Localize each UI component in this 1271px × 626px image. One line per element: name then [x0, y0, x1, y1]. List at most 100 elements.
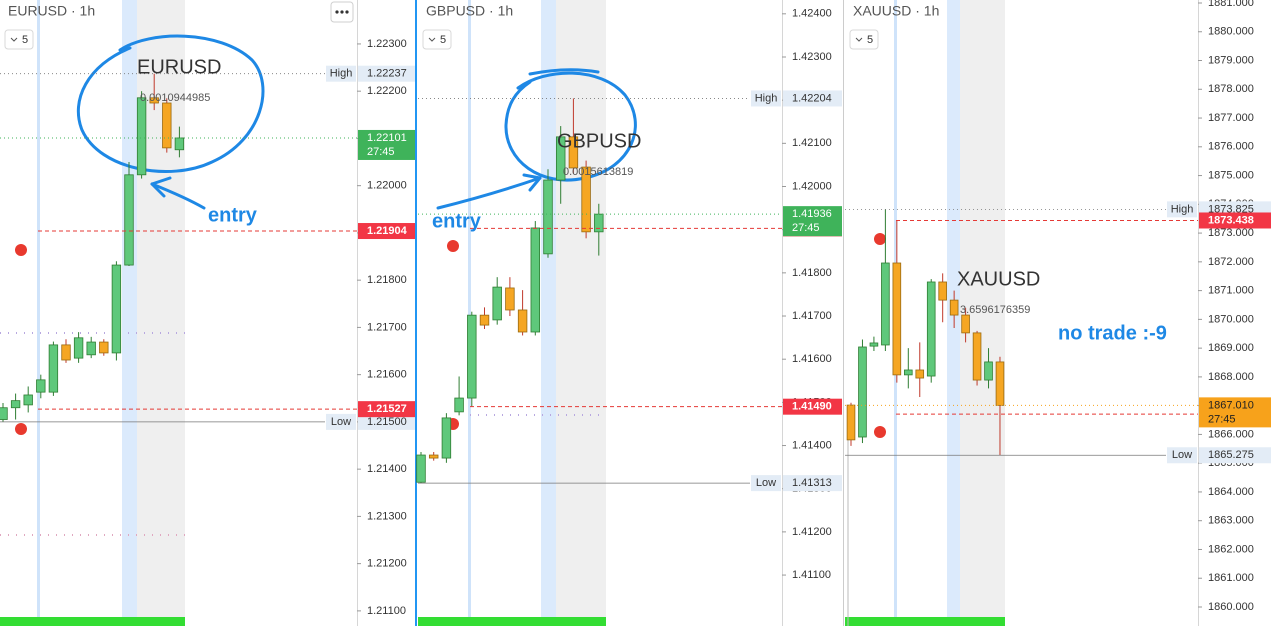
candle-body	[904, 369, 913, 376]
candle-body	[984, 361, 993, 381]
candle-body	[846, 404, 856, 441]
candle-body	[174, 137, 185, 151]
y-tick-label: 1877.000	[1208, 112, 1254, 124]
candle-body	[594, 213, 604, 233]
menu-dot	[340, 10, 344, 14]
price-box	[1199, 447, 1271, 464]
candle-body	[0, 407, 8, 420]
annotation: no trade :-9	[1058, 322, 1167, 344]
chart-title: EURUSD · 1h	[8, 3, 95, 19]
price-tag-name: High	[755, 92, 778, 104]
interval-chevron	[10, 37, 18, 42]
session-line	[37, 0, 40, 626]
alarm-icon	[15, 423, 27, 435]
last-price-box	[358, 129, 415, 160]
y-tick-label: 1881.000	[1208, 0, 1254, 9]
annotation: 0.0010944985	[140, 92, 210, 104]
y-tick-label: 1.21600	[367, 369, 407, 381]
y-tick-label: 1.21800	[367, 274, 407, 286]
candle-body	[972, 332, 982, 381]
y-tick-label: 1863.000	[1208, 515, 1254, 527]
candle-body	[517, 309, 528, 333]
menu-dot	[345, 10, 349, 14]
y-tick-label: 1.41100	[792, 569, 831, 581]
interval-button[interactable]	[849, 29, 879, 50]
candle-body	[61, 344, 71, 361]
alarm-icon	[874, 426, 886, 438]
price-tag	[326, 65, 356, 82]
interval-label: 5	[867, 34, 873, 46]
candle-body	[869, 342, 879, 347]
y-tick-label: 1.22000	[367, 180, 407, 192]
y-tick-label: 1875.000	[1208, 169, 1254, 181]
candle-body	[881, 262, 890, 346]
session-bar	[418, 617, 606, 626]
alert-label: 1873.438	[1208, 214, 1254, 226]
candle-body	[416, 454, 426, 483]
candle-body	[949, 299, 959, 316]
last-price-box	[783, 206, 842, 237]
alert-label: 1.21527	[367, 403, 407, 415]
arrow	[150, 182, 206, 210]
y-tick-label: 1.22300	[367, 38, 407, 50]
y-tick-label: 1861.000	[1208, 572, 1254, 584]
y-tick-label: 1.41800	[792, 267, 832, 279]
candle-body	[36, 379, 46, 393]
highlight-band	[541, 0, 556, 626]
candle-body	[149, 97, 159, 104]
candle-body	[858, 346, 867, 438]
candle-body	[162, 102, 172, 149]
interval-label: 5	[440, 34, 446, 46]
y-tick-label: 1880.000	[1208, 26, 1254, 38]
y-tick-label: 1868.000	[1208, 371, 1254, 383]
alarm-icon	[15, 244, 27, 256]
price-box-label: 1873.825	[1208, 203, 1254, 215]
candle-body	[10, 400, 21, 409]
candle-body	[136, 97, 147, 176]
y-tick-label: 1.42000	[792, 180, 832, 192]
countdown: 27:45	[367, 146, 395, 158]
highlight-band	[122, 0, 137, 626]
price-box-label: 1.21500	[367, 416, 407, 428]
highlight-band	[556, 0, 606, 626]
price-tag	[751, 90, 781, 107]
y-tick-label: 1866.000	[1208, 428, 1254, 440]
last-price-label: 1.41936	[792, 208, 832, 220]
y-tick-label: 1.42300	[792, 51, 832, 63]
countdown: 27:45	[792, 222, 820, 234]
candle-body	[555, 136, 566, 181]
candle-body	[505, 287, 515, 311]
candle-body	[926, 281, 936, 377]
y-tick-label: 1.42100	[792, 137, 832, 149]
price-tag-name: Low	[331, 416, 351, 428]
y-tick-label: 1.41200	[792, 526, 832, 538]
candle-body	[492, 286, 502, 321]
session-line	[468, 0, 471, 626]
y-tick-label: 1871.000	[1208, 285, 1254, 297]
price-tag	[751, 475, 781, 492]
price-box-label: 1.41313	[792, 477, 832, 489]
interval-button[interactable]	[422, 29, 452, 50]
hand-circle	[504, 71, 637, 182]
candle-body	[915, 369, 925, 379]
alert-label: 1.41490	[792, 401, 832, 413]
price-tag	[1167, 201, 1197, 218]
price-tag-name: High	[330, 68, 353, 80]
candle-body	[543, 179, 553, 255]
menu-button[interactable]	[330, 1, 354, 23]
price-box-label: 1.42204	[792, 92, 832, 104]
y-tick-label: 1864.000	[1208, 486, 1254, 498]
price-box	[783, 475, 842, 492]
menu-dot	[335, 10, 339, 14]
annotation: EURUSD	[137, 56, 221, 78]
hand-circle	[76, 34, 265, 173]
alarm-icons	[15, 233, 886, 438]
candle-body	[124, 174, 134, 266]
price-tag-name: Low	[756, 477, 776, 489]
annotation: GBPUSD	[557, 130, 641, 152]
chart-title: GBPUSD · 1h	[426, 3, 513, 19]
y-tick-label: 1.41700	[792, 310, 832, 322]
arrow-head	[150, 176, 172, 198]
interval-button[interactable]	[4, 29, 34, 50]
candle-body	[530, 227, 541, 333]
